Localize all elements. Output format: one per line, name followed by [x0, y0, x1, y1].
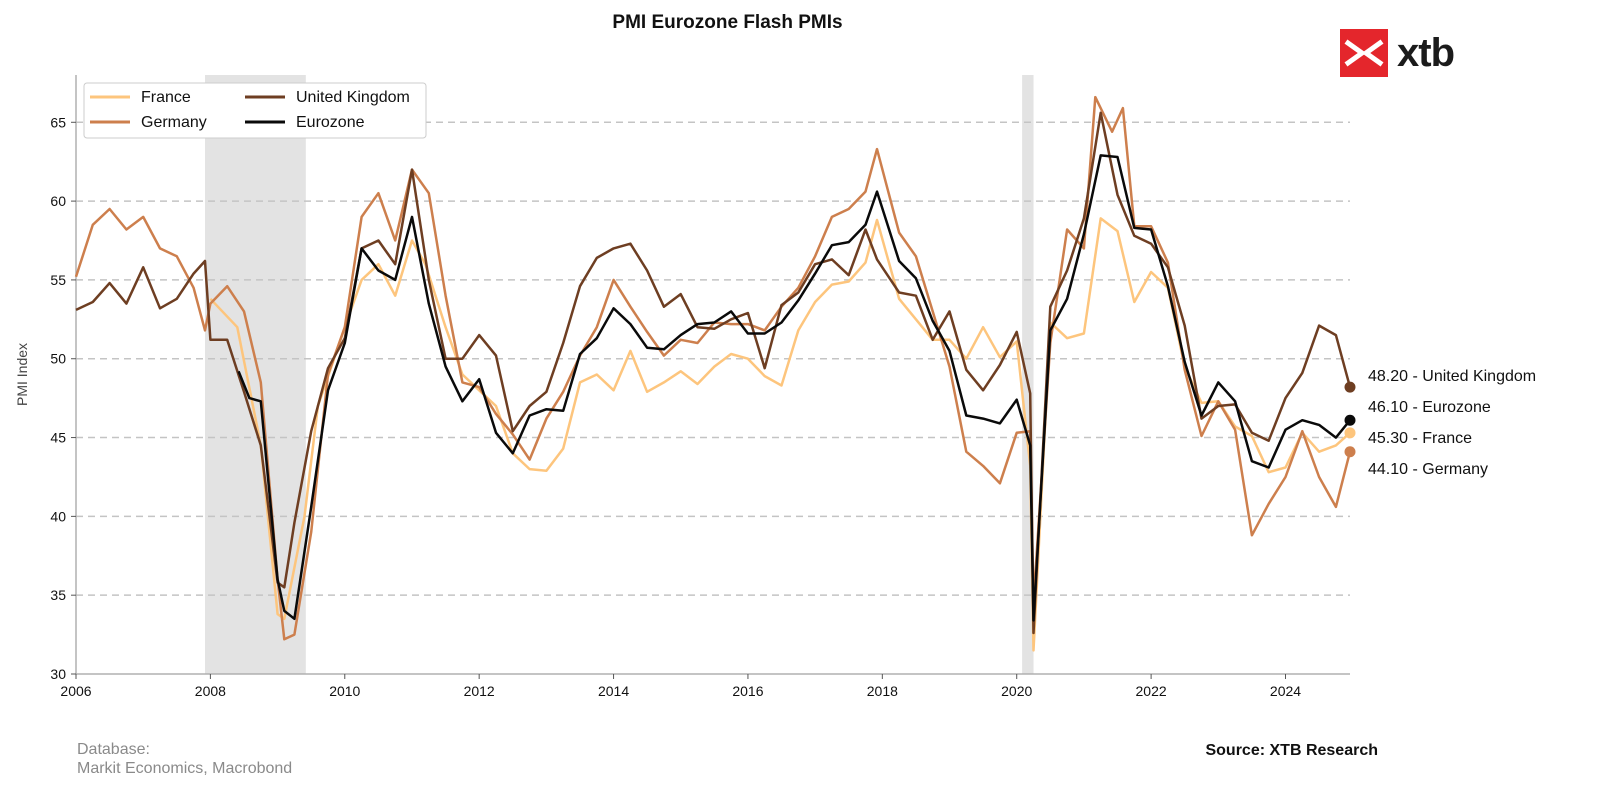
database-note: Database: Markit Economics, Macrobond [77, 740, 292, 778]
x-tick-label: 2016 [732, 683, 763, 699]
y-tick-label: 65 [50, 114, 66, 130]
legend-label-united-kingdom: United Kingdom [296, 89, 410, 106]
xtb-logo-icon [1340, 29, 1388, 77]
legend-label-france: France [141, 89, 191, 106]
y-tick-label: 55 [50, 272, 66, 288]
end-label-united-kingdom: 48.20 - United Kingdom [1368, 368, 1536, 385]
y-tick-label: 35 [50, 587, 66, 603]
y-tick-label: 30 [50, 666, 66, 682]
x-tick-label: 2018 [867, 683, 898, 699]
end-marker-united-kingdom [1344, 381, 1356, 393]
y-axis-label: PMI Index [14, 343, 30, 406]
end-label-germany: 44.10 - Germany [1368, 461, 1488, 478]
xtb-logo-text: xtb [1397, 31, 1455, 75]
y-tick-label: 50 [50, 351, 66, 367]
xtb-logo: xtb [1340, 29, 1455, 77]
end-marker-eurozone [1344, 414, 1356, 426]
x-tick-label: 2022 [1136, 683, 1167, 699]
y-tick-label: 45 [50, 430, 66, 446]
x-tick-label: 2014 [598, 683, 629, 699]
database-label: Database: [77, 741, 150, 758]
x-tick-label: 2010 [329, 683, 360, 699]
legend-label-germany: Germany [141, 114, 207, 131]
legend: France Germany United Kingdom Eurozone [83, 82, 427, 139]
chart-title: PMI Eurozone Flash PMIs [612, 12, 843, 33]
series-line-eurozone [237, 154, 1351, 622]
shaded-period-1 [1022, 75, 1034, 674]
x-tick-label: 2008 [195, 683, 226, 699]
legend-label-eurozone: Eurozone [296, 114, 365, 131]
end-label-france: 45.30 - France [1368, 430, 1472, 447]
y-tick-label: 60 [50, 193, 66, 209]
database-sources: Markit Economics, Macrobond [77, 760, 293, 777]
end-marker-france [1344, 427, 1356, 439]
shaded-period-0 [205, 75, 306, 674]
x-tick-label: 2012 [464, 683, 495, 699]
x-tick-label: 2020 [1001, 683, 1032, 699]
legend-box [83, 82, 427, 139]
y-tick-label: 40 [50, 508, 66, 524]
series-line-france [209, 217, 1351, 652]
end-label-eurozone: 46.10 - Eurozone [1368, 399, 1491, 416]
end-marker-germany [1344, 446, 1356, 458]
x-tick-label: 2006 [60, 683, 91, 699]
x-tick-label: 2024 [1270, 683, 1301, 699]
source-note: Source: XTB Research [1205, 742, 1378, 759]
